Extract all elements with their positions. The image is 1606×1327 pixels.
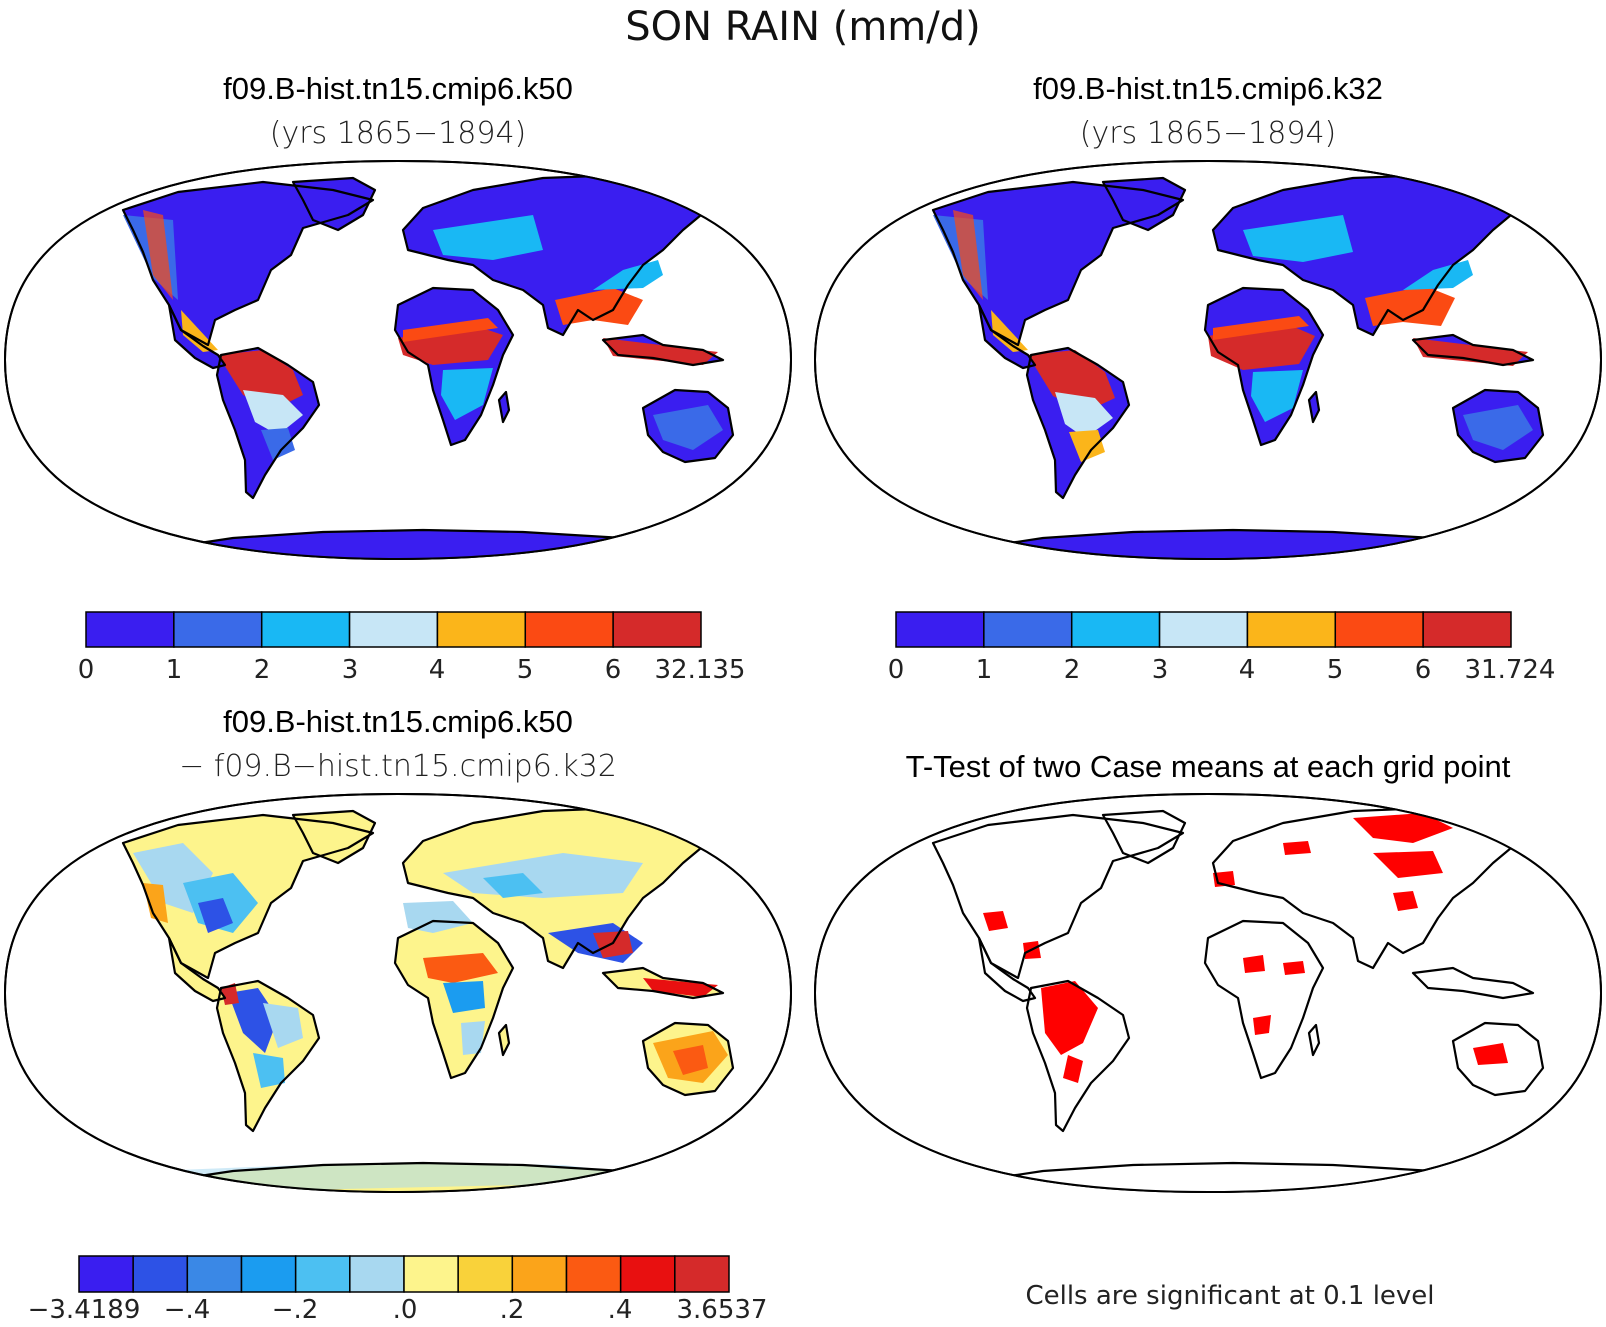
colorbar-cell (895, 611, 985, 648)
colorbar-cell (511, 1255, 568, 1293)
map-top-left (3, 159, 793, 561)
colorbar-tick-label: .2 (500, 1295, 525, 1325)
colorbar-top-left: 0 1 2 3 4 5 6 32.135 (78, 611, 746, 685)
colorbar-tick-label: 3 (342, 655, 359, 685)
colorbar-tick-label: 1 (976, 655, 993, 685)
colorbar-tick-label: 6 (605, 655, 622, 685)
colorbar-cell (1070, 611, 1161, 648)
colorbar-cell (524, 611, 614, 648)
figure-title: SON RAIN (mm/d) (625, 4, 981, 50)
colorbar-cell (132, 1255, 189, 1293)
colorbar-cell (983, 611, 1073, 648)
significance-field (913, 813, 1508, 1083)
colorbar-cell (349, 1255, 405, 1293)
colorbar-tick-label: 0 (888, 655, 905, 685)
colorbar-tick-label: 1 (166, 655, 183, 685)
colorbar-cell (403, 1255, 459, 1293)
map-top-right (813, 159, 1603, 561)
colorbar-cell (457, 1255, 514, 1293)
colorbar-tick-label: 5 (517, 655, 534, 685)
colorbar-tick-label: 6 (1415, 655, 1432, 685)
colorbar-cell (436, 611, 527, 648)
colorbar-bottom-left: −3.4189 −.4 −.2 .0 .2 .4 3.6537 (28, 1255, 768, 1325)
panel-bottom-left: f09.B-hist.tn15.cmip6.k50 − f09.B−hist.t… (3, 704, 793, 1325)
significance-note: Cells are significant at 0.1 level (1025, 1281, 1434, 1311)
panel-top-left: f09.B-hist.tn15.cmip6.k50 (yrs 1865−1894… (3, 71, 793, 685)
colorbar-cell (1422, 611, 1512, 648)
colorbar-cell (173, 611, 263, 648)
panel-subtitle: (yrs 1865−1894) (270, 116, 527, 151)
panel-top-right: f09.B-hist.tn15.cmip6.k32 (yrs 1865−1894… (813, 71, 1603, 685)
colorbar-cell (85, 611, 175, 648)
colorbar-tick-label: 32.135 (655, 655, 746, 685)
colorbar-tick-label: 4 (1239, 655, 1256, 685)
colorbar-tick-label: 3 (1152, 655, 1169, 685)
panel-subtitle: (yrs 1865−1894) (1080, 116, 1337, 151)
panel-title: f09.B-hist.tn15.cmip6.k32 (1033, 71, 1383, 106)
colorbar-cell (674, 1255, 730, 1293)
difference-field (133, 843, 728, 1192)
colorbar-tick-label: 5 (1327, 655, 1344, 685)
map-bottom-left (3, 792, 793, 1194)
colorbar-cell (240, 1255, 297, 1293)
colorbar-tick-label: −.2 (272, 1295, 319, 1325)
panel-bottom-right: T-Test of two Case means at each grid po… (813, 749, 1603, 1311)
map-bottom-right (813, 792, 1603, 1194)
colorbar-tick-label: .0 (393, 1295, 418, 1325)
colorbar-tick-label: 2 (254, 655, 271, 685)
colorbar-cell (294, 1255, 351, 1293)
colorbar-cell (1334, 611, 1424, 648)
colorbar-tick-label: 2 (1064, 655, 1081, 685)
colorbar-top-right: 0 1 2 3 4 5 6 31.724 (888, 611, 1556, 685)
colorbar-cell (1246, 611, 1337, 648)
panel-title: T-Test of two Case means at each grid po… (906, 749, 1511, 784)
colorbar-tick-label: 0 (78, 655, 95, 685)
colorbar-cell (1158, 611, 1249, 648)
colorbar-tick-label: 4 (429, 655, 446, 685)
colorbar-tick-label: 3.6537 (677, 1295, 768, 1325)
colorbar-tick-label: .4 (608, 1295, 633, 1325)
colorbar-cell (260, 611, 351, 648)
colorbar-tick-label: −3.4189 (28, 1295, 141, 1325)
colorbar-cell (348, 611, 439, 648)
colorbar-tick-label: −.4 (164, 1295, 211, 1325)
colorbar-cell (186, 1255, 243, 1293)
panel-title: f09.B-hist.tn15.cmip6.k50 (223, 71, 573, 106)
colorbar-cell (565, 1255, 622, 1293)
colorbar-cell (612, 611, 702, 648)
panel-title: f09.B-hist.tn15.cmip6.k50 (223, 704, 573, 739)
panel-subtitle: − f09.B−hist.tn15.cmip6.k32 (179, 749, 617, 784)
colorbar-cell (78, 1255, 134, 1293)
colorbar-tick-label: 31.724 (1465, 655, 1556, 685)
colorbar-cell (619, 1255, 676, 1293)
